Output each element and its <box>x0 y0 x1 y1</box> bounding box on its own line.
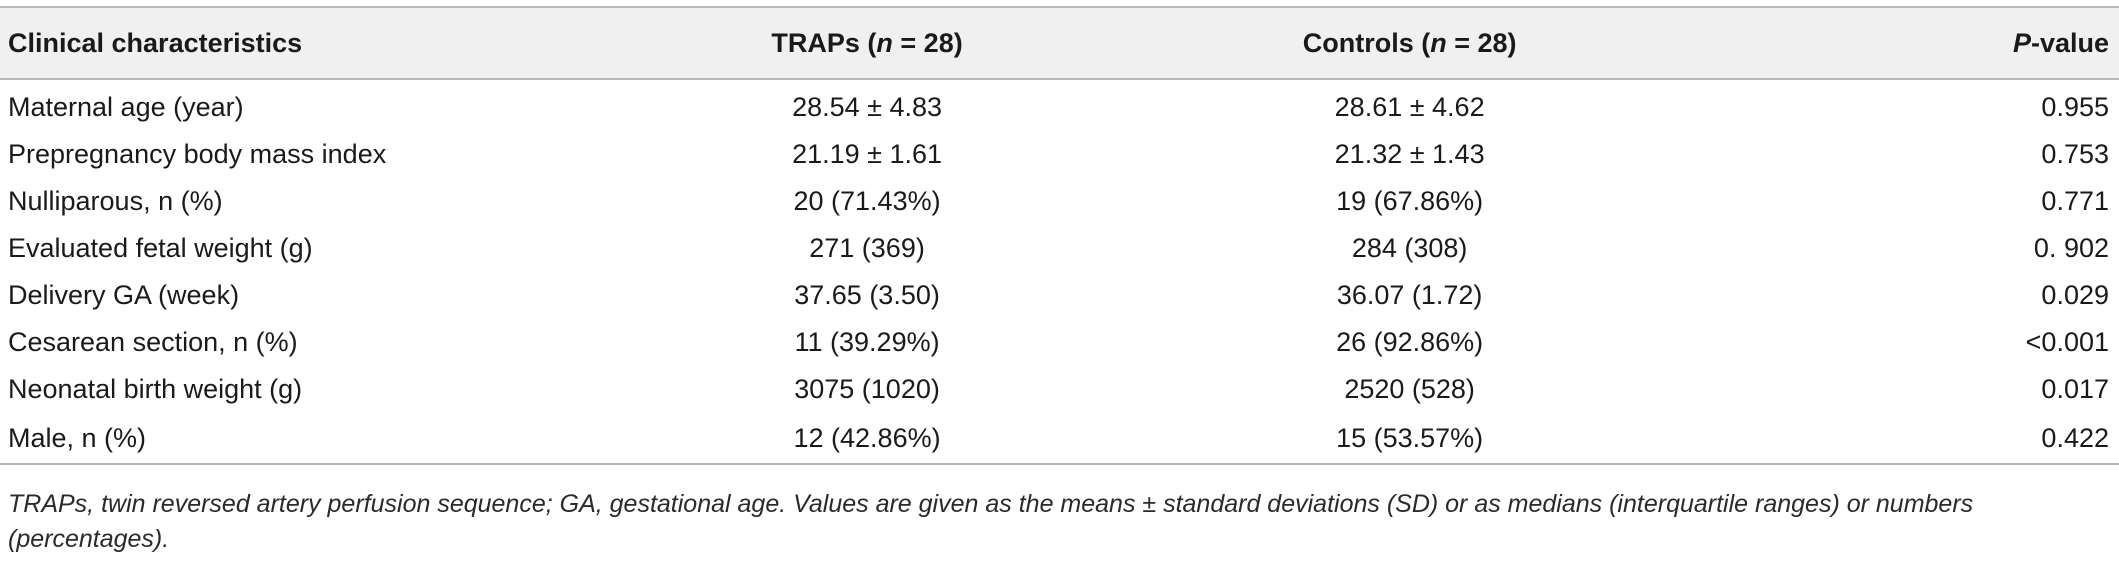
header-clinical-characteristics: Clinical characteristics <box>0 6 656 80</box>
table-row: Prepregnancy body mass index 21.19 ± 1.6… <box>0 131 2119 178</box>
cell-p-value: 0.422 <box>1740 413 2119 465</box>
cell-p-value: 0.955 <box>2041 92 2109 122</box>
cell-traps: 37.65 (3.50) <box>794 280 940 310</box>
cell-p-value: <0.001 <box>2025 327 2109 357</box>
table-row: Cesarean section, n (%) 11 (39.29%) 26 (… <box>0 319 2119 366</box>
header-traps: TRAPs (n = 28) <box>655 6 1079 80</box>
table-row: Nulliparous, n (%) 20 (71.43%) 19 (67.86… <box>0 178 2119 225</box>
table-row: Maternal age (year) 28.54 ± 4.83 28.61 ±… <box>0 79 2119 131</box>
cell-traps: 21.19 ± 1.61 <box>792 139 943 169</box>
cell-characteristic: Nulliparous, n (%) <box>8 186 223 216</box>
table-body: Maternal age (year) 28.54 ± 4.83 28.61 ±… <box>0 79 2119 465</box>
header-controls: Controls (n = 28) <box>1078 6 1741 80</box>
header-traps-n: n <box>876 27 893 58</box>
cell-controls: 19 (67.86%) <box>1336 186 1484 216</box>
cell-p-value: 0.753 <box>2041 139 2109 169</box>
cell-controls: 15 (53.57%) <box>1078 413 1741 465</box>
clinical-characteristics-table: Clinical characteristics TRAPs (n = 28) … <box>0 6 2119 465</box>
header-p-letter: P <box>2012 27 2031 58</box>
table-header: Clinical characteristics TRAPs (n = 28) … <box>0 6 2119 80</box>
cell-characteristic: Neonatal birth weight (g) <box>8 374 303 404</box>
table-footnote: TRAPs, twin reversed artery perfusion se… <box>8 490 1974 553</box>
cell-controls: 2520 (528) <box>1344 374 1475 404</box>
header-traps-count: = 28) <box>892 27 963 58</box>
cell-traps: 3075 (1020) <box>794 374 940 404</box>
cell-controls: 284 (308) <box>1351 233 1468 263</box>
header-p-value: P-value <box>1740 6 2119 80</box>
header-controls-n: n <box>1430 27 1447 58</box>
table-row: Delivery GA (week) 37.65 (3.50) 36.07 (1… <box>0 272 2119 319</box>
cell-controls: 36.07 (1.72) <box>1336 280 1483 310</box>
cell-traps: 20 (71.43%) <box>793 186 941 216</box>
table-row: Male, n (%) 12 (42.86%) 15 (53.57%) 0.42… <box>0 413 2119 465</box>
cell-traps: 12 (42.86%) <box>655 413 1079 465</box>
cell-traps: 271 (369) <box>809 233 925 263</box>
cell-controls: 26 (92.86%) <box>1336 327 1484 357</box>
cell-characteristic: Cesarean section, n (%) <box>8 327 298 357</box>
cell-characteristic: Male, n (%) <box>0 413 656 465</box>
cell-p-value: 0. 902 <box>2033 233 2109 263</box>
cell-traps: 11 (39.29%) <box>794 327 940 357</box>
header-traps-label: TRAPs ( <box>771 27 877 58</box>
header-p-rest: -value <box>2030 27 2109 58</box>
cell-characteristic: Evaluated fetal weight (g) <box>8 233 313 263</box>
cell-p-value: 0.771 <box>2041 186 2109 216</box>
cell-p-value: 0.029 <box>2041 280 2109 310</box>
header-row: Clinical characteristics TRAPs (n = 28) … <box>0 6 2119 80</box>
header-controls-count: = 28) <box>1446 27 1517 58</box>
cell-controls: 28.61 ± 4.62 <box>1334 92 1485 122</box>
table-row: Neonatal birth weight (g) 3075 (1020) 25… <box>0 366 2119 413</box>
cell-characteristic: Maternal age (year) <box>8 92 244 122</box>
cell-traps: 28.54 ± 4.83 <box>792 92 943 122</box>
header-controls-label: Controls ( <box>1302 27 1431 58</box>
cell-p-value: 0.017 <box>2041 374 2109 404</box>
cell-characteristic: Delivery GA (week) <box>8 280 240 310</box>
cell-controls: 21.32 ± 1.43 <box>1334 139 1485 169</box>
table-row: Evaluated fetal weight (g) 271 (369) 284… <box>0 225 2119 272</box>
cell-characteristic: Prepregnancy body mass index <box>8 139 387 169</box>
